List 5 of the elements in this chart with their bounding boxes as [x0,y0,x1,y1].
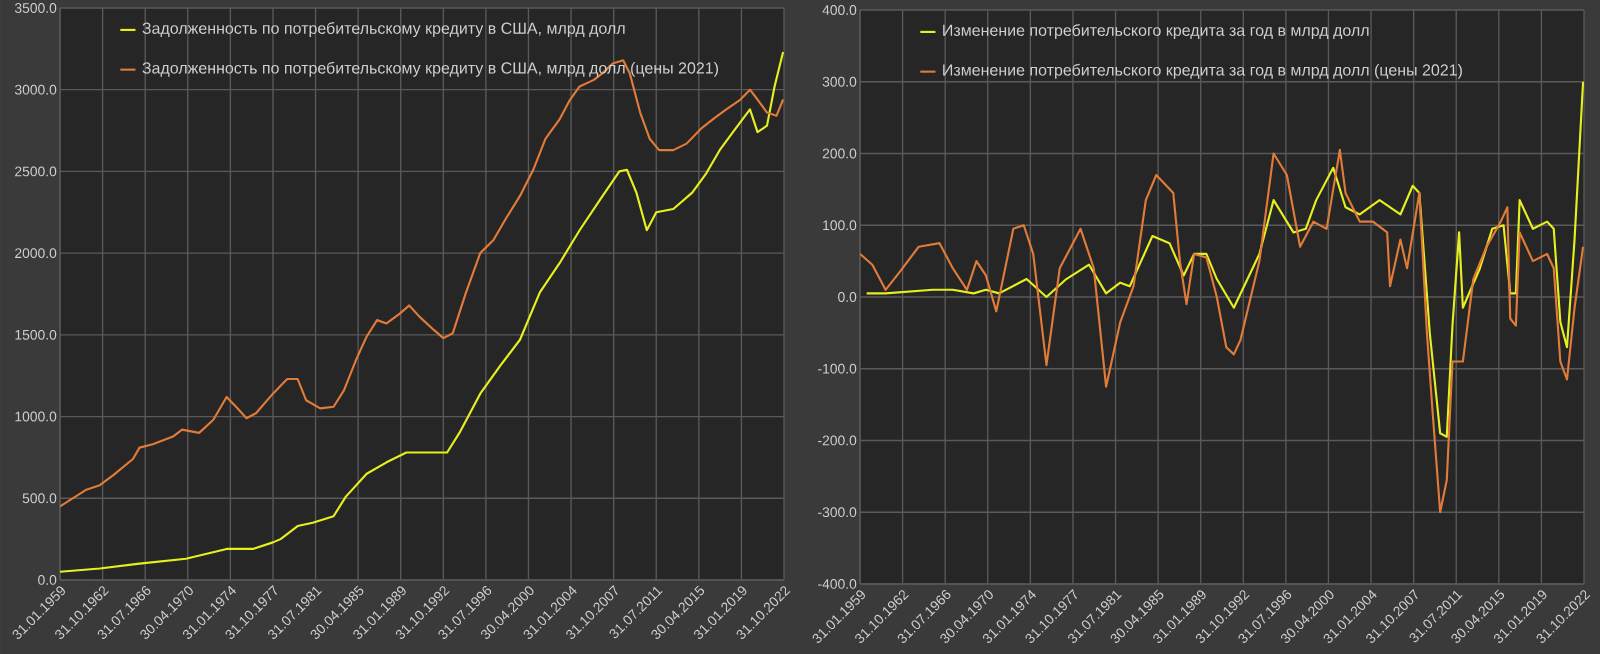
line-series [860,148,1584,514]
legend-label: Задолженность по потребительскому кредиту в США, млрд долл [142,22,625,38]
legend-label: Изменение потребительского кредита за год в млрд долл [943,24,1369,40]
legend-label: Изменение потребительского кредита за год в млрд долл (цены 2021) [943,63,1462,79]
line-series [865,80,1584,438]
